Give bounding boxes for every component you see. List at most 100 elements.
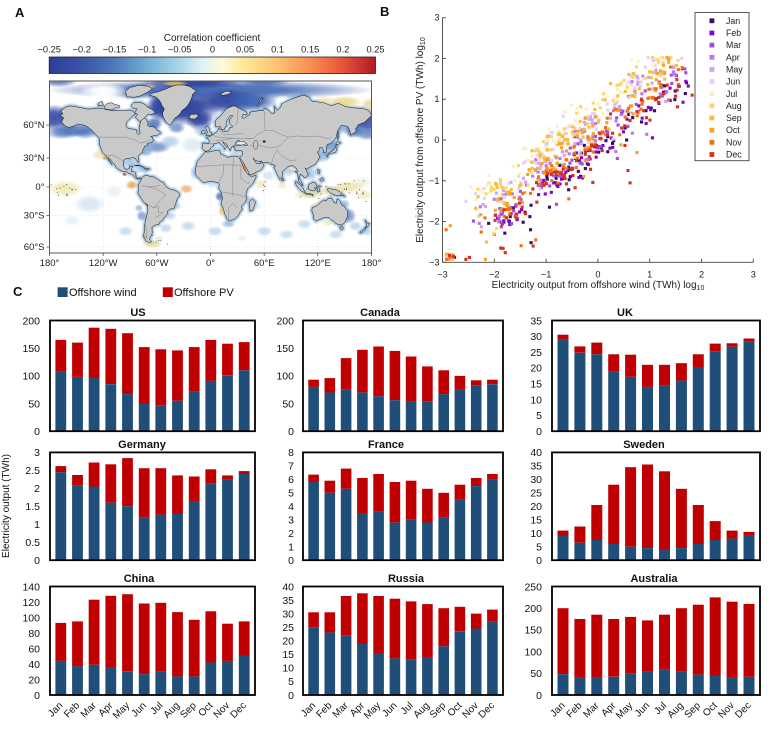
- svg-text:120°W: 120°W: [89, 258, 118, 269]
- svg-text:7: 7: [288, 461, 294, 473]
- svg-text:UK: UK: [617, 307, 633, 319]
- svg-text:2: 2: [288, 528, 294, 540]
- svg-text:0.05: 0.05: [236, 45, 254, 55]
- svg-text:150: 150: [22, 343, 40, 355]
- svg-text:Canada: Canada: [360, 307, 401, 319]
- svg-text:0: 0: [34, 426, 40, 438]
- svg-text:Australia: Australia: [630, 573, 678, 585]
- svg-text:30: 30: [282, 608, 294, 620]
- svg-text:5: 5: [288, 488, 294, 500]
- svg-text:May: May: [726, 65, 743, 75]
- svg-text:Feb: Feb: [726, 28, 741, 38]
- svg-text:200: 200: [276, 315, 294, 327]
- svg-text:60°N: 60°N: [23, 120, 44, 131]
- svg-text:35: 35: [530, 315, 542, 327]
- svg-text:0: 0: [288, 690, 294, 702]
- svg-text:30°S: 30°S: [24, 211, 45, 222]
- svg-text:Dec: Dec: [726, 150, 742, 160]
- svg-text:15: 15: [530, 515, 542, 527]
- svg-text:2.5: 2.5: [25, 465, 40, 477]
- svg-text:200: 200: [22, 315, 40, 327]
- svg-text:0: 0: [434, 135, 439, 145]
- svg-text:Germany: Germany: [118, 439, 167, 451]
- svg-text:0: 0: [288, 555, 294, 567]
- svg-text:0: 0: [536, 426, 542, 438]
- svg-text:0: 0: [34, 690, 40, 702]
- svg-text:2: 2: [34, 483, 40, 495]
- svg-text:10: 10: [530, 528, 542, 540]
- svg-text:40: 40: [530, 447, 542, 459]
- svg-text:15: 15: [530, 379, 542, 391]
- svg-text:−0.2: −0.2: [73, 45, 91, 55]
- svg-text:0: 0: [210, 45, 215, 55]
- svg-text:China: China: [124, 573, 155, 585]
- svg-text:140: 140: [22, 581, 40, 593]
- svg-text:250: 250: [524, 581, 542, 593]
- svg-text:25: 25: [530, 488, 542, 500]
- svg-text:0.25: 0.25: [366, 45, 384, 55]
- svg-text:0: 0: [595, 269, 600, 279]
- svg-text:60°W: 60°W: [145, 258, 168, 269]
- svg-text:−1: −1: [541, 269, 551, 279]
- svg-text:40: 40: [28, 659, 40, 671]
- svg-text:4: 4: [288, 501, 294, 513]
- svg-text:40: 40: [282, 581, 294, 593]
- svg-text:30: 30: [530, 331, 542, 343]
- svg-text:Jun: Jun: [726, 77, 740, 87]
- svg-text:30: 30: [530, 474, 542, 486]
- svg-text:3: 3: [288, 515, 294, 527]
- svg-text:100: 100: [276, 371, 294, 383]
- svg-text:Apr: Apr: [726, 52, 740, 62]
- svg-text:200: 200: [524, 603, 542, 615]
- svg-text:−0.1: −0.1: [138, 45, 156, 55]
- svg-text:Sep: Sep: [726, 113, 742, 123]
- svg-text:0: 0: [288, 426, 294, 438]
- svg-text:−0.25: −0.25: [37, 45, 61, 55]
- svg-text:Nov: Nov: [726, 137, 742, 147]
- svg-text:15: 15: [282, 649, 294, 661]
- svg-text:0.1: 0.1: [271, 45, 284, 55]
- svg-text:0: 0: [536, 690, 542, 702]
- svg-text:180°: 180°: [40, 258, 60, 269]
- svg-text:1: 1: [434, 94, 439, 104]
- svg-text:50: 50: [282, 398, 294, 410]
- svg-text:Offshore wind: Offshore wind: [69, 287, 137, 299]
- svg-text:0°: 0°: [206, 258, 215, 269]
- svg-text:1: 1: [288, 542, 294, 554]
- svg-text:France: France: [368, 439, 404, 451]
- svg-text:8: 8: [288, 447, 294, 459]
- svg-text:Correlation coefficient: Correlation coefficient: [164, 33, 261, 44]
- svg-text:A: A: [15, 5, 25, 20]
- svg-text:120°E: 120°E: [305, 258, 331, 269]
- svg-text:25: 25: [530, 347, 542, 359]
- svg-text:−1: −1: [429, 176, 439, 186]
- svg-text:1: 1: [34, 519, 40, 531]
- svg-text:5: 5: [536, 410, 542, 422]
- svg-text:1.5: 1.5: [25, 501, 40, 513]
- svg-text:60°S: 60°S: [24, 242, 45, 253]
- svg-text:20: 20: [530, 363, 542, 375]
- svg-text:0.5: 0.5: [25, 537, 40, 549]
- svg-text:3: 3: [751, 269, 756, 279]
- svg-text:B: B: [380, 4, 389, 19]
- svg-text:30°N: 30°N: [23, 153, 44, 164]
- svg-text:Russia: Russia: [388, 573, 425, 585]
- svg-text:150: 150: [524, 625, 542, 637]
- svg-text:100: 100: [524, 646, 542, 658]
- svg-text:−2: −2: [429, 217, 439, 227]
- svg-text:−3: −3: [437, 269, 447, 279]
- svg-text:1: 1: [647, 269, 652, 279]
- svg-text:Jan: Jan: [726, 16, 740, 26]
- svg-text:0: 0: [34, 555, 40, 567]
- svg-text:Electricity output (TWh): Electricity output (TWh): [1, 454, 12, 558]
- svg-text:Mar: Mar: [726, 40, 741, 50]
- svg-text:Offshore PV: Offshore PV: [174, 287, 234, 299]
- svg-text:100: 100: [22, 371, 40, 383]
- svg-text:5: 5: [536, 542, 542, 554]
- svg-text:0°: 0°: [35, 182, 44, 193]
- svg-text:2: 2: [434, 54, 439, 64]
- svg-text:100: 100: [22, 612, 40, 624]
- svg-text:10: 10: [282, 663, 294, 675]
- svg-text:20: 20: [28, 674, 40, 686]
- svg-text:10: 10: [530, 394, 542, 406]
